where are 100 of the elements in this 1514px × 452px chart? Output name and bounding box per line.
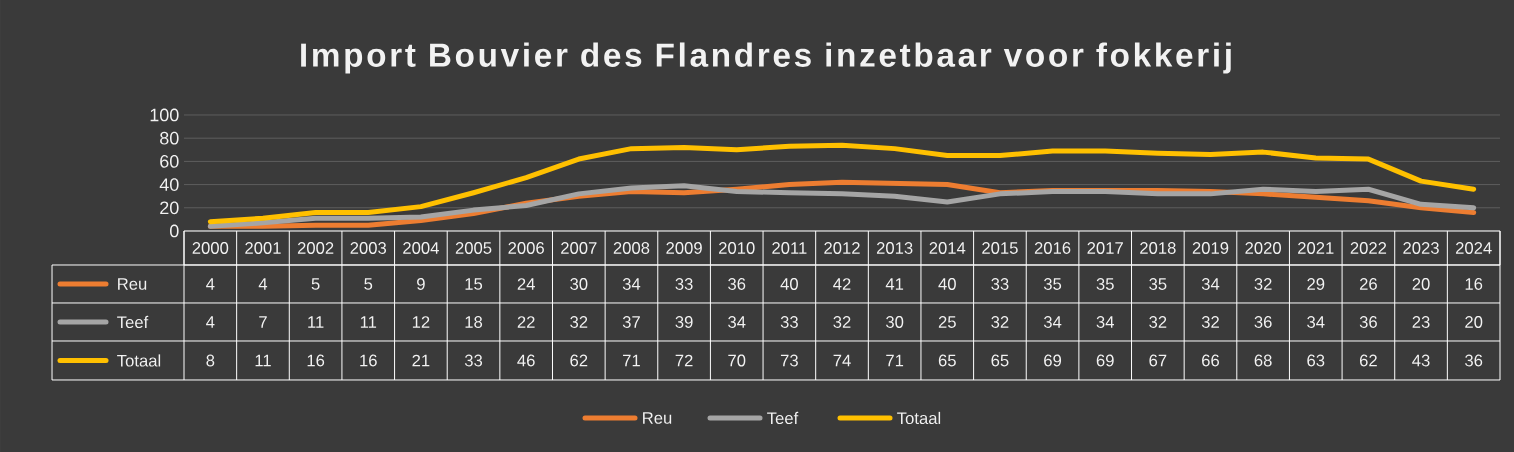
data-label: 66 bbox=[1202, 354, 1220, 367]
data-label: 32 bbox=[1254, 278, 1272, 290]
data-label: 33 bbox=[780, 316, 798, 328]
data-label: 40 bbox=[780, 278, 798, 290]
data-label: 36 bbox=[728, 278, 746, 290]
legend-label: Reu bbox=[118, 278, 147, 290]
legend-label: Teef bbox=[117, 315, 149, 329]
data-label: 16 bbox=[360, 354, 377, 367]
data-label: 9 bbox=[417, 278, 425, 290]
data-label: 68 bbox=[1254, 354, 1272, 367]
data-label: 65 bbox=[938, 354, 956, 367]
data-label: 11 bbox=[360, 316, 377, 328]
data-label: 35 bbox=[1043, 278, 1062, 290]
data-label: 29 bbox=[1307, 278, 1325, 290]
data-label: 41 bbox=[885, 278, 904, 290]
data-label: 18 bbox=[465, 316, 483, 328]
y-tick-label: 60 bbox=[160, 155, 179, 168]
data-label: 71 bbox=[623, 354, 640, 367]
x-tick-label: 2014 bbox=[929, 242, 966, 254]
data-label: 23 bbox=[1412, 316, 1430, 328]
data-label: 36 bbox=[1359, 316, 1377, 328]
data-label: 62 bbox=[570, 354, 588, 367]
data-label: 22 bbox=[517, 316, 535, 328]
data-label: 32 bbox=[1149, 316, 1167, 328]
x-tick-label: 2012 bbox=[824, 242, 860, 254]
data-label: 4 bbox=[206, 278, 215, 290]
x-tick-label: 2022 bbox=[1350, 242, 1387, 254]
data-label: 33 bbox=[991, 278, 1009, 290]
data-label: 11 bbox=[255, 354, 271, 367]
data-label: 4 bbox=[258, 278, 268, 290]
x-tick-label: 2008 bbox=[613, 242, 650, 254]
data-label: 34 bbox=[622, 278, 641, 290]
y-tick-label: 100 bbox=[150, 108, 179, 122]
x-tick-label: 2004 bbox=[403, 242, 439, 254]
data-label: 33 bbox=[675, 278, 693, 290]
data-label: 30 bbox=[886, 316, 904, 328]
data-label: 26 bbox=[1359, 278, 1377, 290]
x-tick-label: 2021 bbox=[1298, 242, 1334, 254]
data-label: 39 bbox=[675, 316, 693, 328]
data-label: 43 bbox=[1412, 354, 1430, 367]
data-label: 67 bbox=[1149, 354, 1167, 367]
x-tick-label: 2019 bbox=[1192, 242, 1229, 254]
data-label: 7 bbox=[259, 316, 267, 328]
data-label: 37 bbox=[622, 316, 640, 328]
data-label: 32 bbox=[833, 316, 851, 328]
text: Totaal bbox=[897, 411, 941, 425]
data-label: 33 bbox=[464, 354, 483, 367]
data-label: 73 bbox=[780, 354, 798, 367]
data-label: 35 bbox=[1149, 278, 1167, 290]
data-label: 12 bbox=[412, 316, 430, 328]
data-label: 11 bbox=[308, 316, 324, 328]
data-label: 62 bbox=[1359, 354, 1377, 367]
data-label: 5 bbox=[311, 278, 320, 290]
data-label: 32 bbox=[570, 316, 588, 328]
chart-title: Import Bouvier des Flandres inzetbaar voor fokkerij bbox=[301, 42, 1231, 74]
x-tick-label: 2000 bbox=[192, 242, 229, 254]
x-tick-label: 2023 bbox=[1403, 242, 1439, 254]
data-label: 8 bbox=[206, 354, 215, 367]
data-label: 32 bbox=[1201, 316, 1219, 328]
data-label: 71 bbox=[886, 354, 904, 367]
data-label: 69 bbox=[1096, 354, 1114, 367]
data-label: 40 bbox=[938, 278, 956, 290]
data-label: 24 bbox=[517, 278, 535, 290]
text: Reu bbox=[643, 412, 672, 424]
data-label: 4 bbox=[206, 316, 215, 328]
x-tick-label: 2016 bbox=[1034, 242, 1071, 254]
x-tick-label: 2013 bbox=[876, 242, 913, 254]
data-label: 15 bbox=[465, 278, 483, 290]
data-label: 5 bbox=[364, 278, 373, 290]
x-tick-label: 2018 bbox=[1140, 242, 1176, 254]
data-label: 35 bbox=[1096, 278, 1114, 290]
data-label: 72 bbox=[675, 354, 693, 367]
y-tick-label: 40 bbox=[159, 178, 179, 191]
data-label: 21 bbox=[412, 354, 430, 367]
data-label: 65 bbox=[991, 354, 1009, 367]
x-tick-label: 2009 bbox=[666, 242, 702, 254]
data-label: 25 bbox=[938, 316, 956, 328]
y-tick-label: 0 bbox=[170, 224, 179, 238]
x-tick-label: 2015 bbox=[982, 242, 1018, 254]
data-label: 34 bbox=[728, 316, 746, 328]
x-tick-label: 2002 bbox=[297, 242, 334, 254]
data-label: 30 bbox=[570, 278, 588, 290]
data-label: 34 bbox=[1043, 316, 1062, 328]
x-tick-label: 2011 bbox=[772, 242, 807, 254]
x-tick-label: 2017 bbox=[1087, 242, 1123, 254]
data-label: 70 bbox=[728, 354, 746, 367]
data-label: 34 bbox=[1096, 316, 1114, 328]
y-tick-label: 20 bbox=[160, 201, 179, 215]
legend-label: Totaal bbox=[117, 354, 161, 367]
data-label: 63 bbox=[1307, 354, 1325, 367]
x-tick-label: 2020 bbox=[1245, 242, 1281, 254]
x-tick-label: 2007 bbox=[561, 242, 597, 254]
x-tick-label: 2006 bbox=[508, 242, 544, 254]
data-label: 46 bbox=[517, 354, 535, 367]
data-label: 34 bbox=[1201, 278, 1220, 290]
x-tick-label: 2010 bbox=[719, 242, 755, 254]
x-tick-label: 2024 bbox=[1455, 242, 1492, 254]
data-label: 20 bbox=[1465, 316, 1483, 328]
data-label: 42 bbox=[833, 278, 851, 290]
x-tick-label: 2001 bbox=[245, 242, 281, 254]
